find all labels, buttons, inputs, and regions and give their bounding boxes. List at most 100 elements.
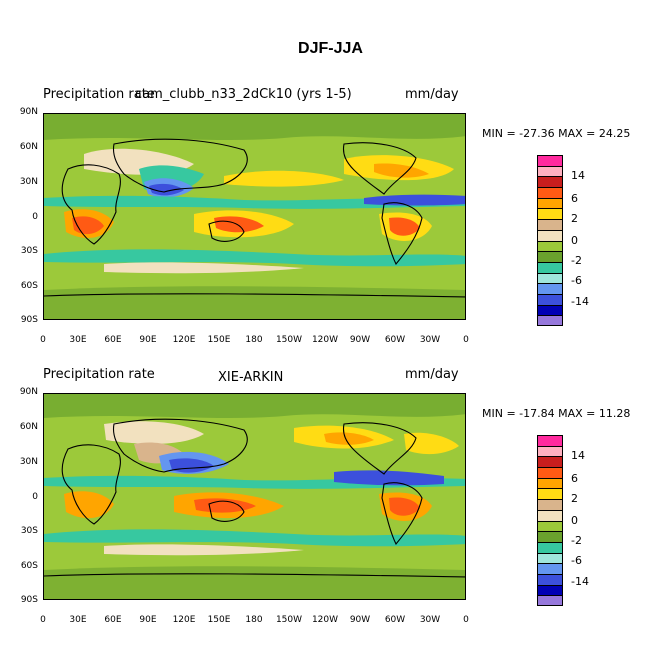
lat-label: 90S bbox=[20, 315, 38, 325]
lon-label: 120E bbox=[172, 615, 196, 625]
min-max-readout: MIN = -27.36 MAX = 24.25 bbox=[482, 127, 631, 140]
legend-swatch bbox=[537, 315, 563, 326]
lon-label: 150E bbox=[207, 335, 231, 345]
legend-swatch bbox=[537, 240, 563, 252]
legend-swatch bbox=[537, 488, 563, 500]
legend-swatch bbox=[537, 229, 563, 241]
panel-center-title: cam_clubb_n33_2dCk10 (yrs 1-5) bbox=[135, 87, 352, 102]
legend-swatch bbox=[537, 456, 563, 468]
coastlines bbox=[44, 138, 465, 298]
legend-label: 0 bbox=[571, 234, 578, 247]
legend-swatch bbox=[537, 219, 563, 230]
legend-label: -6 bbox=[571, 554, 582, 567]
lat-label: 90N bbox=[19, 107, 38, 117]
lat-label: 60N bbox=[19, 142, 38, 152]
lon-label: 0 bbox=[463, 615, 469, 625]
legend-swatch bbox=[537, 509, 563, 521]
legend-label: -2 bbox=[571, 534, 582, 547]
legend-label: -14 bbox=[571, 295, 589, 308]
legend-swatch bbox=[537, 445, 563, 457]
color-legend bbox=[537, 435, 563, 606]
lat-label: 90S bbox=[20, 595, 38, 605]
lat-label: 0 bbox=[32, 492, 38, 502]
lat-label: 30S bbox=[20, 526, 38, 536]
legend-swatch bbox=[537, 520, 563, 532]
legend-swatch bbox=[537, 272, 563, 284]
lon-label: 180 bbox=[245, 615, 263, 625]
lon-label: 30E bbox=[69, 335, 87, 345]
lon-label: 90W bbox=[349, 615, 371, 625]
lat-label: 0 bbox=[32, 212, 38, 222]
legend-label: 0 bbox=[571, 514, 578, 527]
lon-label: 150W bbox=[275, 335, 303, 345]
legend-swatch bbox=[537, 208, 563, 220]
legend-swatch bbox=[537, 261, 563, 273]
lon-label: 60W bbox=[384, 615, 406, 625]
lon-label: 120W bbox=[311, 615, 339, 625]
panel-left-title: Precipitation rate bbox=[43, 367, 155, 382]
panel-center-title: XIE-ARKIN bbox=[218, 370, 284, 385]
legend-swatch bbox=[537, 595, 563, 606]
legend-swatch bbox=[537, 283, 563, 294]
lat-label: 30N bbox=[19, 457, 38, 467]
lon-label: 180 bbox=[245, 335, 263, 345]
lat-label: 60N bbox=[19, 422, 38, 432]
min-max-readout: MIN = -17.84 MAX = 11.28 bbox=[482, 407, 631, 420]
panel-units: mm/day bbox=[405, 87, 459, 102]
legend-label: 14 bbox=[571, 169, 585, 182]
lat-label: 30S bbox=[20, 246, 38, 256]
legend-swatch bbox=[537, 541, 563, 553]
precip-map bbox=[43, 393, 466, 600]
legend-swatch bbox=[537, 563, 563, 574]
lat-label: 60S bbox=[20, 561, 38, 571]
lon-label: 0 bbox=[463, 335, 469, 345]
legend-label: 2 bbox=[571, 492, 578, 505]
lon-label: 120E bbox=[172, 335, 196, 345]
coastlines bbox=[44, 418, 465, 578]
lon-label: 150E bbox=[207, 615, 231, 625]
lat-label: 90N bbox=[19, 387, 38, 397]
legend-swatch bbox=[537, 155, 563, 166]
legend-label: 6 bbox=[571, 472, 578, 485]
lon-label: 150W bbox=[275, 615, 303, 625]
legend-swatch bbox=[537, 477, 563, 489]
legend-swatch bbox=[537, 197, 563, 209]
lat-label: 30N bbox=[19, 177, 38, 187]
lon-label: 60E bbox=[104, 615, 122, 625]
legend-label: -6 bbox=[571, 274, 582, 287]
panel-observed: Precipitation rate XIE-ARKIN mm/day bbox=[0, 365, 661, 625]
legend-swatch bbox=[537, 251, 563, 262]
legend-swatch bbox=[537, 293, 563, 305]
legend-swatch bbox=[537, 531, 563, 542]
legend-swatch bbox=[537, 165, 563, 177]
legend-label: 14 bbox=[571, 449, 585, 462]
legend-swatch bbox=[537, 435, 563, 446]
legend-swatch bbox=[537, 176, 563, 188]
legend-swatch bbox=[537, 499, 563, 510]
legend-swatch bbox=[537, 187, 563, 198]
legend-label: 2 bbox=[571, 212, 578, 225]
lon-label: 90W bbox=[349, 335, 371, 345]
legend-swatch bbox=[537, 552, 563, 564]
panel-units: mm/day bbox=[405, 367, 459, 382]
legend-label: 6 bbox=[571, 192, 578, 205]
lon-label: 60E bbox=[104, 335, 122, 345]
lon-label: 0 bbox=[40, 615, 46, 625]
legend-swatch bbox=[537, 584, 563, 596]
lon-label: 60W bbox=[384, 335, 406, 345]
legend-swatch bbox=[537, 467, 563, 478]
panel-model: Precipitation rate cam_clubb_n33_2dCk10 … bbox=[0, 85, 661, 345]
color-legend bbox=[537, 155, 563, 326]
legend-swatch bbox=[537, 573, 563, 585]
precip-map-plot bbox=[44, 394, 465, 599]
precip-map-plot bbox=[44, 114, 465, 319]
legend-label: -2 bbox=[571, 254, 582, 267]
panel-left-title: Precipitation rate bbox=[43, 87, 155, 102]
precip-map bbox=[43, 113, 466, 320]
lat-label: 60S bbox=[20, 281, 38, 291]
legend-swatch bbox=[537, 304, 563, 316]
lon-label: 90E bbox=[139, 335, 157, 345]
lon-label: 30E bbox=[69, 615, 87, 625]
lon-label: 30W bbox=[419, 335, 441, 345]
lon-label: 120W bbox=[311, 335, 339, 345]
